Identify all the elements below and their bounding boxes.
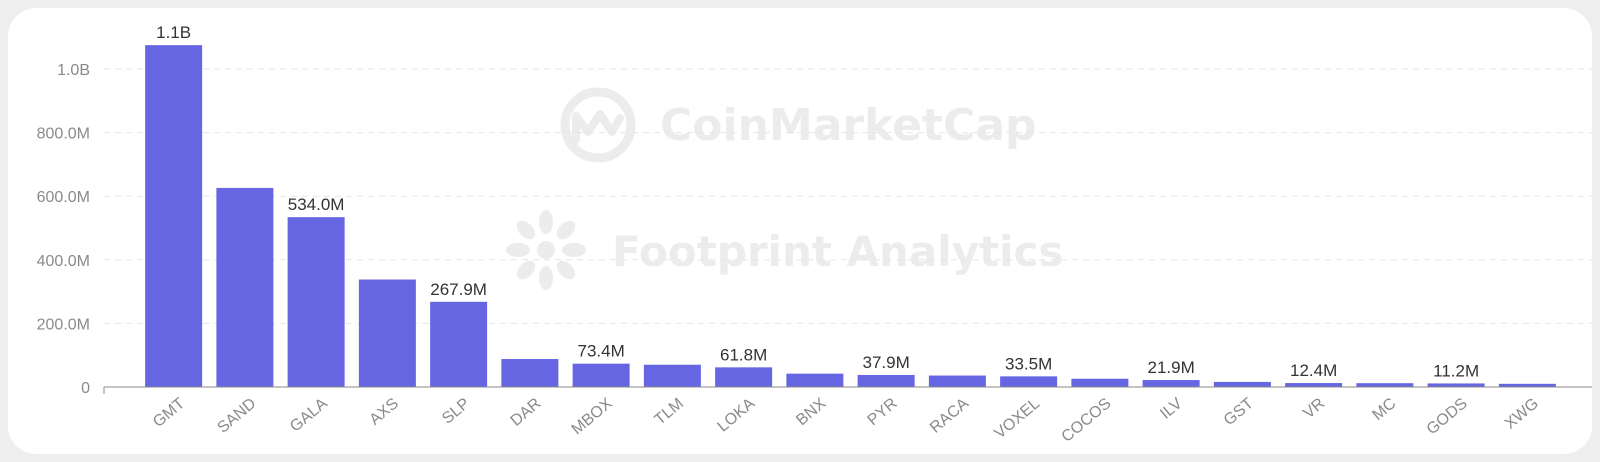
bar-axs[interactable]: [358, 279, 416, 387]
bar-pyr[interactable]: [857, 374, 915, 387]
x-tick-label: RACA: [927, 395, 972, 437]
x-tick-label: BNX: [793, 395, 829, 429]
data-label: 11.2M: [1433, 361, 1479, 380]
y-tick-label: 1.0B: [57, 62, 90, 79]
x-tick-label: AXS: [366, 395, 401, 429]
data-label: 73.4M: [578, 342, 625, 361]
y-tick-label: 0: [81, 380, 90, 397]
x-tick-label: SLP: [439, 395, 473, 427]
bar-loka[interactable]: [715, 367, 773, 387]
footprint-watermark: Footprint Analytics: [612, 227, 1063, 276]
bar-xwg[interactable]: [1498, 383, 1556, 387]
coinmarketcap-logo-icon: [560, 87, 636, 163]
x-tick-label: SAND: [214, 395, 259, 437]
y-tick-label: 800.0M: [37, 126, 90, 143]
bar-raca[interactable]: [928, 375, 986, 387]
bar-gmt[interactable]: [145, 45, 203, 388]
bar-slp[interactable]: [430, 301, 488, 387]
bar-dar[interactable]: [501, 359, 559, 387]
bars: [145, 45, 1556, 388]
x-tick-label: COCOS: [1059, 395, 1115, 446]
watermark-layer: CoinMarketCap Footprint Analytics: [506, 87, 1063, 290]
bar-gala[interactable]: [287, 217, 345, 387]
x-tick-label: XWG: [1502, 395, 1542, 433]
y-tick-label: 600.0M: [37, 189, 90, 206]
bar-ilv[interactable]: [1142, 380, 1200, 387]
x-tick-label: PYR: [865, 395, 901, 429]
x-tick-label: ILV: [1157, 395, 1186, 423]
x-tick-label: MBOX: [569, 395, 616, 439]
data-label: 21.9M: [1148, 358, 1195, 377]
data-label: 12.4M: [1290, 361, 1337, 380]
bar-tlm[interactable]: [643, 364, 701, 387]
y-tick-label: 200.0M: [37, 316, 90, 333]
x-tick-label: GMT: [150, 395, 188, 431]
data-label: 33.5M: [1005, 354, 1052, 373]
data-label: 37.9M: [863, 353, 910, 372]
bar-sand[interactable]: [216, 187, 274, 387]
x-tick-label: GODS: [1424, 395, 1471, 438]
bar-mc[interactable]: [1356, 383, 1414, 387]
x-tick-label: LOKA: [715, 395, 759, 436]
bar-gst[interactable]: [1213, 381, 1271, 387]
bar-chart: CoinMarketCap Footprint Analytics 0 200.0…: [37, 23, 1592, 446]
bar-voxel[interactable]: [1000, 376, 1058, 387]
x-tick-label: GALA: [287, 395, 331, 436]
x-tick-label: VR: [1300, 395, 1328, 422]
bar-bnx[interactable]: [786, 373, 844, 387]
x-tick-label: DAR: [508, 395, 545, 430]
data-label: 61.8M: [720, 345, 767, 364]
bar-gods[interactable]: [1427, 383, 1485, 387]
data-label: 1.1B: [156, 23, 191, 42]
x-tick-label: MC: [1369, 395, 1399, 424]
coinmarketcap-watermark: CoinMarketCap: [660, 100, 1037, 151]
chart-card: CoinMarketCap Footprint Analytics 0 200.0…: [8, 8, 1592, 454]
data-label: 267.9M: [430, 280, 487, 299]
y-tick-label: 400.0M: [37, 253, 90, 270]
bar-cocos[interactable]: [1071, 378, 1129, 387]
x-tick-label: GST: [1221, 395, 1257, 429]
bar-mbox[interactable]: [572, 363, 630, 387]
x-tick-label: VOXEL: [991, 395, 1043, 442]
bar-vr[interactable]: [1285, 383, 1343, 387]
data-labels: 1.1B 534.0M 267.9M 73.4M 61.8M 37.9M 33.5M 21.9…: [156, 23, 1479, 380]
grid-lines: [104, 68, 1592, 324]
footprint-logo-icon: [506, 210, 586, 290]
data-label: 534.0M: [288, 195, 345, 214]
x-tick-label: TLM: [652, 395, 687, 429]
